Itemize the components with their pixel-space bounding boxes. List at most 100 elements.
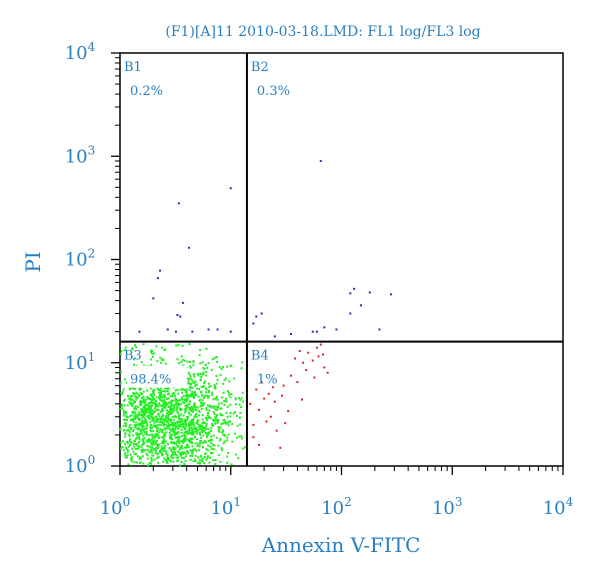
data-point bbox=[219, 460, 222, 463]
data-point bbox=[169, 409, 172, 412]
data-point bbox=[140, 451, 143, 454]
data-point bbox=[164, 435, 167, 438]
data-point bbox=[136, 417, 139, 420]
data-point bbox=[199, 405, 202, 408]
data-point bbox=[202, 373, 205, 376]
data-point bbox=[317, 355, 320, 358]
data-point bbox=[162, 446, 165, 449]
data-point bbox=[208, 409, 211, 412]
data-point bbox=[183, 423, 186, 426]
data-point bbox=[208, 405, 211, 408]
data-point bbox=[209, 430, 212, 433]
data-point bbox=[157, 408, 160, 411]
x-axis-ticks: 100 101 102 103 104 bbox=[100, 466, 574, 519]
data-point bbox=[138, 388, 141, 391]
data-point bbox=[165, 450, 168, 453]
data-point bbox=[191, 433, 194, 436]
data-point bbox=[124, 425, 127, 428]
data-point bbox=[164, 418, 167, 421]
data-point bbox=[209, 452, 212, 455]
data-point bbox=[174, 426, 177, 429]
data-point bbox=[172, 450, 175, 453]
data-point bbox=[186, 417, 189, 420]
data-point bbox=[152, 429, 155, 432]
data-point bbox=[146, 395, 149, 398]
data-point bbox=[184, 439, 187, 442]
data-point bbox=[185, 400, 188, 403]
data-point bbox=[182, 414, 185, 417]
data-point bbox=[190, 421, 193, 424]
data-point bbox=[148, 404, 151, 407]
data-point bbox=[145, 407, 148, 410]
data-point bbox=[220, 413, 223, 416]
data-point bbox=[155, 403, 158, 406]
data-point bbox=[174, 389, 177, 392]
data-point bbox=[158, 415, 161, 418]
data-point bbox=[119, 407, 122, 410]
data-point bbox=[158, 402, 161, 405]
data-point bbox=[255, 388, 258, 391]
data-point bbox=[165, 440, 168, 443]
data-point bbox=[191, 451, 194, 454]
data-point bbox=[164, 423, 167, 426]
data-point bbox=[201, 457, 204, 460]
data-point bbox=[167, 422, 170, 425]
data-point bbox=[360, 304, 363, 307]
x-tick-label: 100 bbox=[100, 495, 131, 519]
data-point bbox=[237, 457, 240, 460]
data-point bbox=[159, 417, 162, 420]
data-point bbox=[167, 418, 170, 421]
data-point bbox=[166, 453, 169, 456]
data-point bbox=[128, 401, 131, 404]
data-point bbox=[163, 440, 166, 443]
data-point bbox=[226, 390, 229, 393]
data-point bbox=[273, 400, 276, 403]
data-point bbox=[149, 427, 152, 430]
data-point bbox=[203, 402, 206, 405]
data-point bbox=[133, 417, 136, 420]
data-point bbox=[134, 414, 137, 417]
data-point bbox=[192, 418, 195, 421]
data-point bbox=[152, 297, 155, 300]
data-point bbox=[146, 397, 149, 400]
data-point bbox=[267, 392, 270, 395]
data-point bbox=[163, 387, 166, 390]
data-point bbox=[188, 382, 191, 385]
quadrant-percent-b3: 98.4% bbox=[130, 373, 171, 388]
data-point bbox=[190, 440, 193, 443]
data-point bbox=[140, 409, 143, 412]
data-point bbox=[144, 448, 147, 451]
data-point bbox=[135, 364, 138, 367]
data-point bbox=[177, 399, 180, 402]
data-point bbox=[129, 428, 132, 431]
data-point bbox=[143, 412, 146, 415]
data-point bbox=[138, 330, 141, 333]
data-point bbox=[142, 411, 145, 414]
data-point bbox=[206, 457, 209, 460]
data-point bbox=[214, 422, 217, 425]
data-point bbox=[199, 398, 202, 401]
data-point bbox=[172, 442, 175, 445]
data-point bbox=[142, 434, 145, 437]
data-point bbox=[223, 403, 226, 406]
data-point bbox=[187, 395, 190, 398]
data-point bbox=[166, 459, 169, 462]
data-point bbox=[178, 464, 181, 467]
data-point bbox=[296, 381, 299, 384]
data-point bbox=[141, 455, 144, 458]
data-point bbox=[189, 458, 192, 461]
data-point bbox=[140, 446, 143, 449]
data-point bbox=[208, 461, 211, 464]
data-point bbox=[167, 397, 170, 400]
data-point bbox=[146, 454, 149, 457]
data-point bbox=[136, 428, 139, 431]
data-point bbox=[180, 423, 183, 426]
data-point bbox=[205, 408, 208, 411]
data-point bbox=[172, 446, 175, 449]
data-point bbox=[177, 362, 180, 365]
data-point bbox=[179, 418, 182, 421]
y-axis-label: PI bbox=[21, 251, 45, 272]
data-point bbox=[164, 390, 167, 393]
data-point bbox=[170, 436, 173, 439]
data-point bbox=[197, 442, 200, 445]
